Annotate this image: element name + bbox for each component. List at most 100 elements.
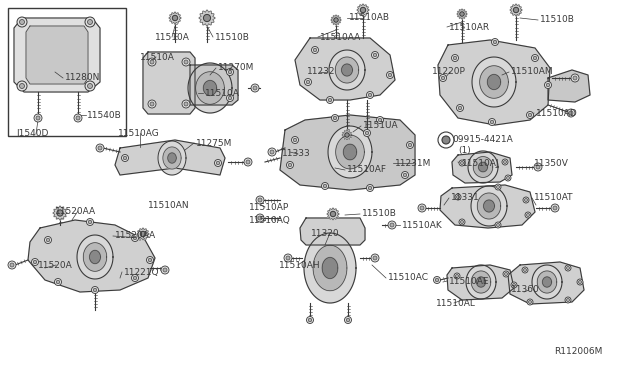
Text: I1540D: I1540D	[16, 129, 49, 138]
Polygon shape	[440, 185, 535, 228]
Circle shape	[504, 160, 506, 164]
Text: 11510AP: 11510AP	[249, 202, 289, 212]
Polygon shape	[26, 26, 88, 84]
Circle shape	[182, 58, 190, 66]
Text: 1151UA: 1151UA	[363, 122, 399, 131]
Circle shape	[368, 93, 372, 97]
Polygon shape	[344, 144, 356, 160]
Polygon shape	[488, 74, 500, 90]
Circle shape	[133, 276, 137, 280]
Polygon shape	[300, 218, 365, 245]
Text: 11510A: 11510A	[205, 89, 240, 97]
Circle shape	[92, 286, 99, 294]
Circle shape	[388, 221, 396, 229]
Polygon shape	[143, 52, 195, 114]
Circle shape	[364, 129, 371, 137]
Text: 11520AA: 11520AA	[115, 231, 156, 241]
Text: 11510AT: 11510AT	[534, 193, 573, 202]
Circle shape	[451, 55, 458, 61]
Circle shape	[313, 48, 317, 52]
Text: 11510B: 11510B	[540, 16, 575, 25]
Polygon shape	[83, 243, 107, 271]
Circle shape	[227, 94, 234, 102]
Circle shape	[96, 144, 104, 152]
Circle shape	[365, 131, 369, 135]
Text: 11510AL: 11510AL	[436, 298, 476, 308]
Circle shape	[148, 258, 152, 262]
Circle shape	[216, 161, 220, 165]
Circle shape	[531, 55, 538, 61]
Circle shape	[34, 114, 42, 122]
Circle shape	[502, 159, 508, 165]
Circle shape	[228, 96, 232, 100]
Circle shape	[307, 80, 310, 84]
Circle shape	[553, 206, 557, 210]
Polygon shape	[331, 15, 341, 25]
Polygon shape	[357, 4, 369, 16]
Circle shape	[345, 133, 349, 137]
Text: 11221Q: 11221Q	[124, 267, 159, 276]
Polygon shape	[447, 265, 514, 300]
Polygon shape	[168, 153, 176, 163]
Circle shape	[547, 83, 550, 87]
Circle shape	[497, 224, 499, 227]
Circle shape	[346, 318, 349, 322]
Circle shape	[456, 105, 463, 112]
Circle shape	[403, 173, 407, 177]
Circle shape	[268, 148, 276, 156]
Polygon shape	[479, 162, 488, 172]
Circle shape	[566, 298, 570, 301]
Circle shape	[184, 60, 188, 64]
Polygon shape	[327, 208, 339, 220]
Circle shape	[131, 234, 138, 241]
Circle shape	[344, 317, 351, 324]
Circle shape	[523, 197, 529, 203]
Text: 11232: 11232	[307, 67, 335, 77]
Text: 11510AA: 11510AA	[320, 32, 361, 42]
Polygon shape	[14, 18, 100, 92]
Circle shape	[33, 260, 36, 264]
Circle shape	[88, 220, 92, 224]
Circle shape	[124, 156, 127, 160]
Circle shape	[497, 186, 499, 189]
Circle shape	[284, 254, 292, 262]
Circle shape	[567, 109, 575, 117]
Circle shape	[93, 288, 97, 292]
Circle shape	[566, 266, 570, 269]
Text: 11510AD: 11510AD	[536, 109, 578, 118]
Circle shape	[328, 98, 332, 102]
Polygon shape	[484, 200, 494, 212]
Polygon shape	[199, 10, 215, 26]
Text: 11510AR: 11510AR	[449, 22, 490, 32]
Polygon shape	[477, 193, 500, 219]
Polygon shape	[204, 80, 216, 96]
Circle shape	[390, 223, 394, 227]
Circle shape	[31, 259, 38, 266]
Circle shape	[10, 263, 14, 267]
Text: 11231M: 11231M	[395, 158, 431, 167]
Text: 11275M: 11275M	[196, 138, 232, 148]
Circle shape	[74, 114, 82, 122]
Circle shape	[378, 118, 381, 122]
Circle shape	[527, 299, 533, 305]
Text: 11510AM: 11510AM	[511, 67, 554, 77]
Polygon shape	[336, 135, 364, 169]
Circle shape	[529, 301, 531, 304]
Circle shape	[204, 15, 211, 22]
Text: 11510AF: 11510AF	[347, 166, 387, 174]
Text: 11510AE: 11510AE	[449, 276, 490, 285]
Text: 11320: 11320	[311, 228, 340, 237]
Text: 11510A: 11510A	[155, 32, 190, 42]
Polygon shape	[188, 63, 232, 113]
Circle shape	[440, 74, 447, 81]
Circle shape	[214, 160, 221, 167]
Text: 11331: 11331	[451, 193, 480, 202]
Circle shape	[122, 154, 129, 161]
Polygon shape	[452, 152, 512, 183]
Polygon shape	[158, 141, 186, 175]
Circle shape	[545, 81, 552, 89]
Circle shape	[406, 141, 413, 148]
Circle shape	[323, 184, 327, 188]
Circle shape	[17, 17, 27, 27]
Circle shape	[388, 73, 392, 77]
